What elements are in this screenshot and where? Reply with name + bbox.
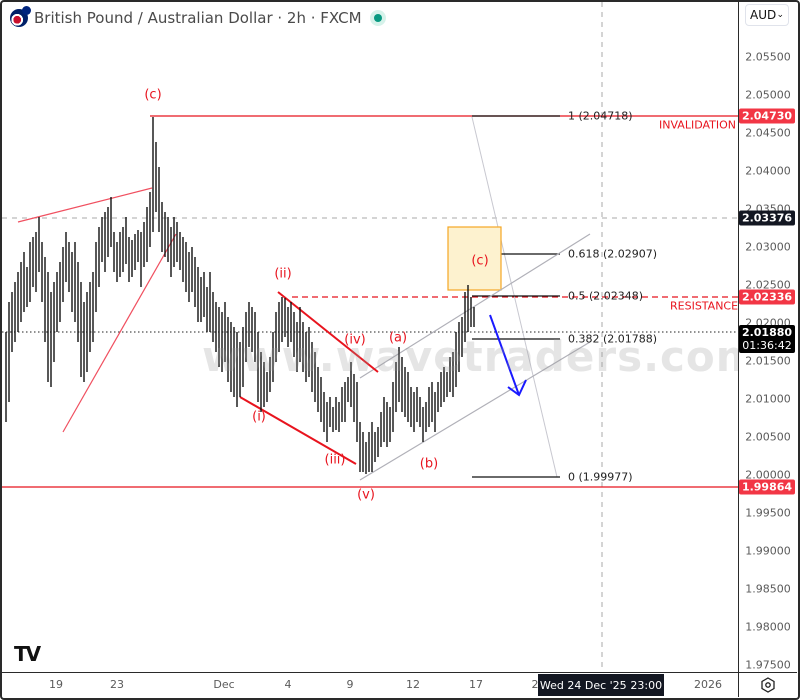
chart-canvas[interactable]: [2, 2, 738, 672]
price-tick: 2.01500: [745, 354, 791, 368]
currency-dropdown[interactable]: AUD ⌄: [745, 4, 789, 26]
time-tick: 9: [346, 678, 354, 691]
wave-label-c-target: (c): [471, 253, 489, 269]
gbp-aud-flag-icon: [10, 6, 31, 27]
fib-level-0618: 0.618 (2.02907): [568, 247, 658, 261]
price-tick: 2.04000: [745, 164, 791, 178]
time-tick: 23: [110, 678, 124, 691]
last-price-label: 2.01880 01:36:42: [739, 325, 795, 353]
chart-settings-button[interactable]: [738, 672, 797, 697]
price-tick: 1.98500: [745, 582, 791, 596]
price-tick: 2.05500: [745, 50, 791, 64]
price-tick: 2.00000: [745, 468, 791, 482]
time-axis[interactable]: 19 23 Dec 4 9 12 17 2 2026 Wed 24 Dec '2…: [0, 672, 738, 697]
support-price-label: 1.99864: [739, 479, 795, 495]
price-tick: 1.99500: [745, 506, 791, 520]
wave-label-iii: (iii): [324, 452, 346, 468]
crosshair-time: 23:00: [630, 678, 663, 692]
fib-level-0: 0 (1.99977): [568, 470, 633, 484]
chevron-down-icon: ⌄: [776, 10, 784, 20]
crosshair-price-label: 2.03376: [739, 210, 795, 226]
symbol-title: British Pound / Australian Dollar · 2h ·…: [34, 9, 362, 27]
time-tick: 19: [49, 678, 63, 691]
price-tick: 2.04500: [745, 126, 791, 140]
market-status-icon: [369, 10, 386, 26]
bar-countdown: 01:36:42: [742, 339, 792, 352]
chart-pane[interactable]: www.wavetraders.com British Pound / Aust…: [2, 2, 738, 672]
wave-label-a: (a): [388, 330, 408, 346]
crosshair-time-label: Wed 24 Dec '25 23:00: [538, 674, 664, 696]
price-tick: 1.99000: [745, 544, 791, 558]
wave-label-iv: (iv): [344, 332, 366, 348]
fib-level-05: 0.5 (2.02348): [568, 289, 644, 303]
time-tick: 17: [469, 678, 483, 691]
time-tick: 12: [406, 678, 420, 691]
price-tick: 2.03000: [745, 240, 791, 254]
price-axis[interactable]: AUD ⌄ 2.05500 2.05000 2.04500 2.04000 2.…: [738, 0, 797, 672]
price-tick: 1.98000: [745, 620, 791, 634]
time-tick: 2: [531, 678, 539, 691]
currency-label: AUD: [750, 8, 777, 22]
price-tick: 2.02500: [745, 278, 791, 292]
resistance-note: RESISTANCE: [670, 299, 738, 313]
time-tick: Dec: [213, 678, 235, 691]
last-price-value: 2.01880: [741, 326, 793, 339]
settings-hexagon-icon: [761, 677, 775, 693]
resistance-price-label: 2.02336: [739, 289, 795, 305]
invalidation-note: INVALIDATION: [659, 118, 736, 132]
wave-label-b: (b): [419, 456, 439, 472]
symbol-header[interactable]: British Pound / Australian Dollar · 2h ·…: [10, 6, 386, 28]
price-tick: 1.97500: [745, 658, 791, 672]
price-tick: 2.01000: [745, 392, 791, 406]
wave-label-ii: (ii): [274, 266, 292, 282]
tradingview-logo[interactable]: TV: [14, 642, 41, 666]
fib-level-1: 1 (2.04718): [568, 109, 633, 123]
wave-label-i: (i): [252, 409, 266, 425]
price-tick: 2.05000: [745, 88, 791, 102]
invalidation-price-label: 2.04730: [739, 108, 795, 124]
time-tick: 4: [284, 678, 292, 691]
wave-label-v: (v): [357, 487, 375, 503]
fib-level-0382: 0.382 (2.01788): [568, 332, 658, 346]
price-bars: [5, 117, 475, 474]
time-tick: 2026: [694, 678, 722, 691]
wave-label-c-top: (c): [144, 87, 162, 103]
crosshair-date: Wed 24 Dec '25: [539, 678, 627, 692]
price-tick: 2.00500: [745, 430, 791, 444]
watermark: www.wavetraders.com: [202, 332, 738, 381]
